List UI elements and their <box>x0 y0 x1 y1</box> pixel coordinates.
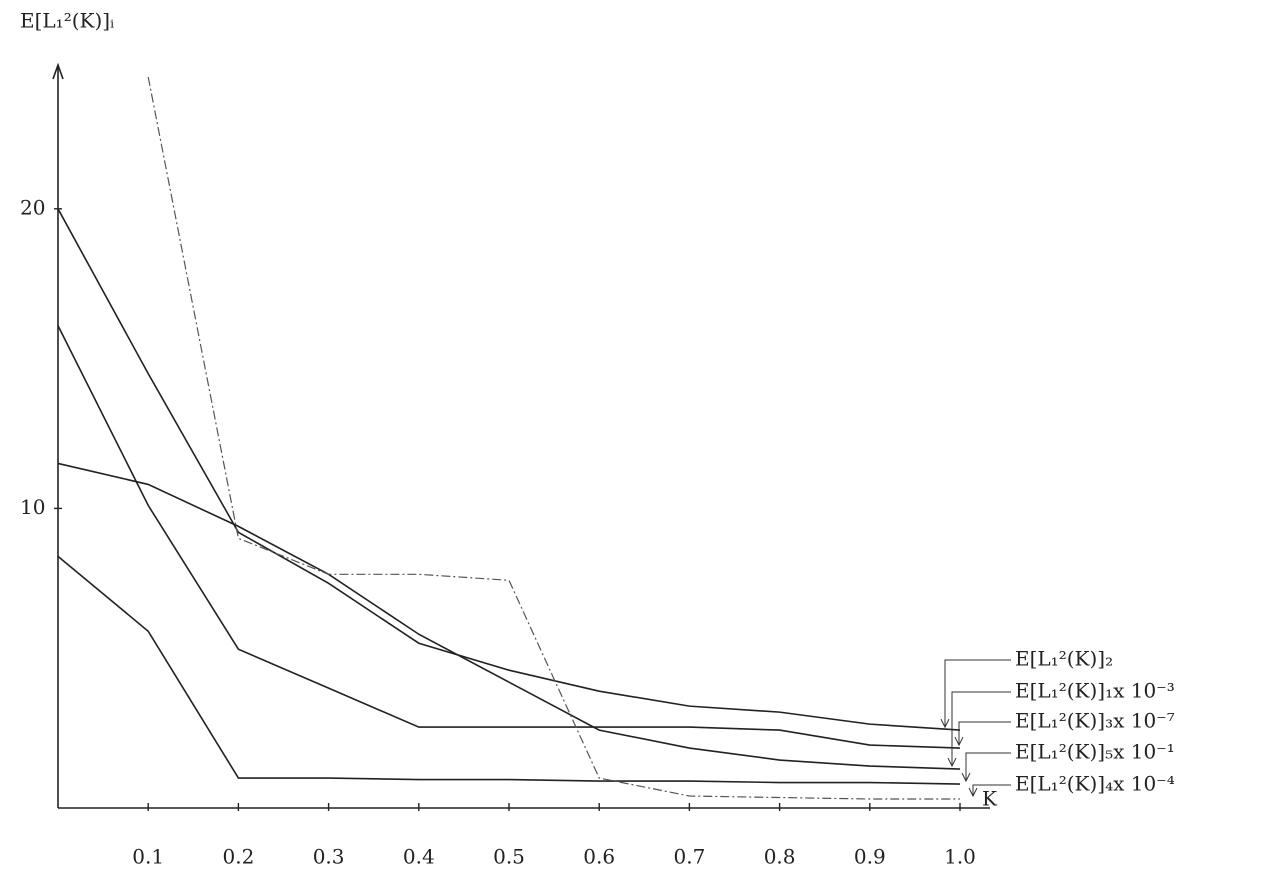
x-tick-label: 0.4 <box>403 845 435 869</box>
x-tick-label: 0.3 <box>313 845 345 869</box>
legend-label: E[L₁²(K)]₂ <box>1015 647 1113 671</box>
x-tick-label: 0.8 <box>764 845 796 869</box>
x-tick-label: 0.6 <box>583 845 615 869</box>
y-axis-label: E[L₁²(K)]ᵢ <box>20 9 114 33</box>
legend-label: E[L₁²(K)]₄x 10⁻⁴ <box>1015 772 1175 796</box>
x-tick-label: 0.7 <box>673 845 705 869</box>
legend-leader <box>966 753 1011 781</box>
legend-label: E[L₁²(K)]₃x 10⁻⁷ <box>1015 709 1175 733</box>
legend-leader <box>959 722 1011 745</box>
x-tick-label: 0.1 <box>132 845 164 869</box>
x-tick-label: 0.9 <box>854 845 886 869</box>
series-line <box>58 209 960 730</box>
legend-leader <box>945 660 1011 727</box>
legend-label: E[L₁²(K)]₅x 10⁻¹ <box>1015 740 1175 764</box>
chart: E[L₁²(K)]ᵢ K 10 20 0.1 0.2 0.3 0.4 0.5 0.6 0.7 0.… <box>0 0 1266 875</box>
x-tick-label: 0.5 <box>493 845 525 869</box>
x-tick-label: 0.2 <box>222 845 254 869</box>
x-tick-label: 1.0 <box>944 845 976 869</box>
series-line <box>58 463 960 769</box>
x-axis-label: K <box>982 787 998 811</box>
y-tick-label: 20 <box>20 195 45 219</box>
y-tick-label: 10 <box>20 495 45 519</box>
legend-leader <box>952 692 1011 766</box>
series-line <box>148 77 960 799</box>
legend-label: E[L₁²(K)]₁x 10⁻³ <box>1015 679 1175 703</box>
series-line <box>58 326 960 748</box>
